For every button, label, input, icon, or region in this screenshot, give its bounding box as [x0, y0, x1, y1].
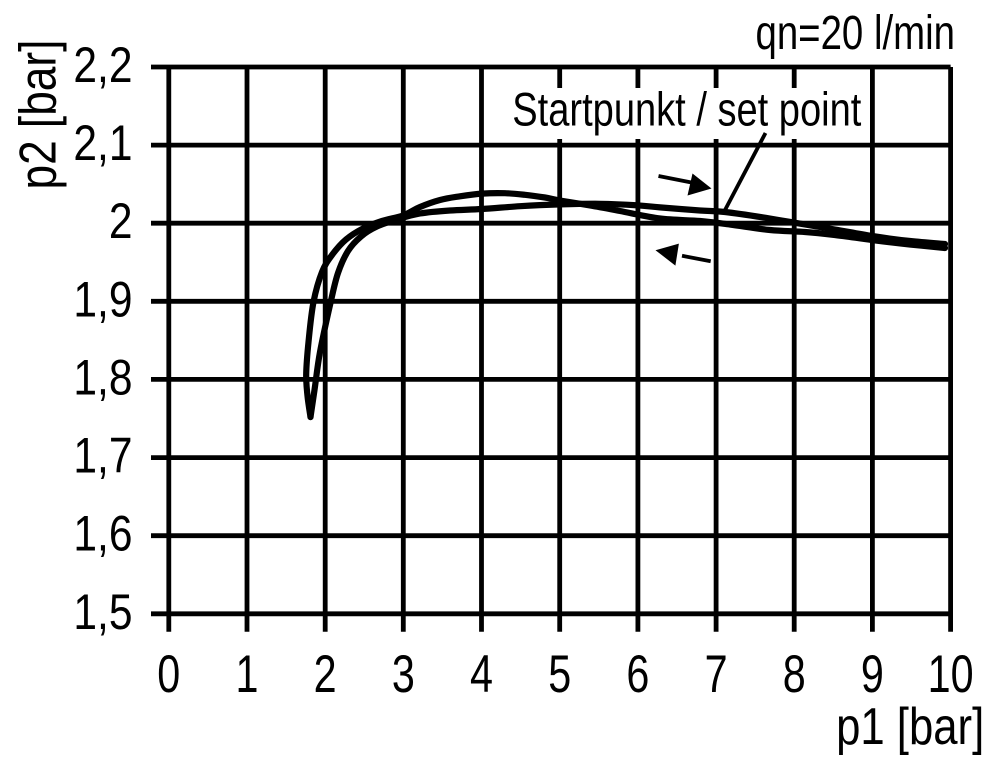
svg-text:4: 4 [470, 645, 493, 704]
svg-text:1,5: 1,5 [73, 584, 132, 640]
svg-text:7: 7 [705, 645, 728, 704]
svg-text:6: 6 [626, 645, 649, 704]
svg-text:10: 10 [928, 645, 974, 704]
svg-text:1,8: 1,8 [73, 349, 132, 405]
svg-text:5: 5 [548, 645, 571, 704]
svg-text:3: 3 [392, 645, 415, 704]
svg-text:2: 2 [109, 193, 133, 249]
svg-text:0: 0 [157, 645, 180, 704]
svg-text:p2 [bar]: p2 [bar] [9, 40, 67, 190]
svg-text:qn=20 l/min: qn=20 l/min [755, 7, 955, 60]
svg-text:1,6: 1,6 [73, 505, 132, 561]
svg-text:1,9: 1,9 [73, 271, 132, 327]
svg-text:2,1: 2,1 [73, 115, 132, 171]
svg-text:2: 2 [314, 645, 337, 704]
svg-text:2,2: 2,2 [73, 37, 132, 93]
svg-text:p1 [bar]: p1 [bar] [836, 699, 984, 756]
svg-text:Startpunkt / set point: Startpunkt / set point [512, 84, 861, 137]
svg-text:1,7: 1,7 [73, 427, 132, 483]
svg-text:1: 1 [235, 645, 258, 704]
svg-text:9: 9 [861, 645, 884, 704]
svg-text:8: 8 [783, 645, 806, 704]
